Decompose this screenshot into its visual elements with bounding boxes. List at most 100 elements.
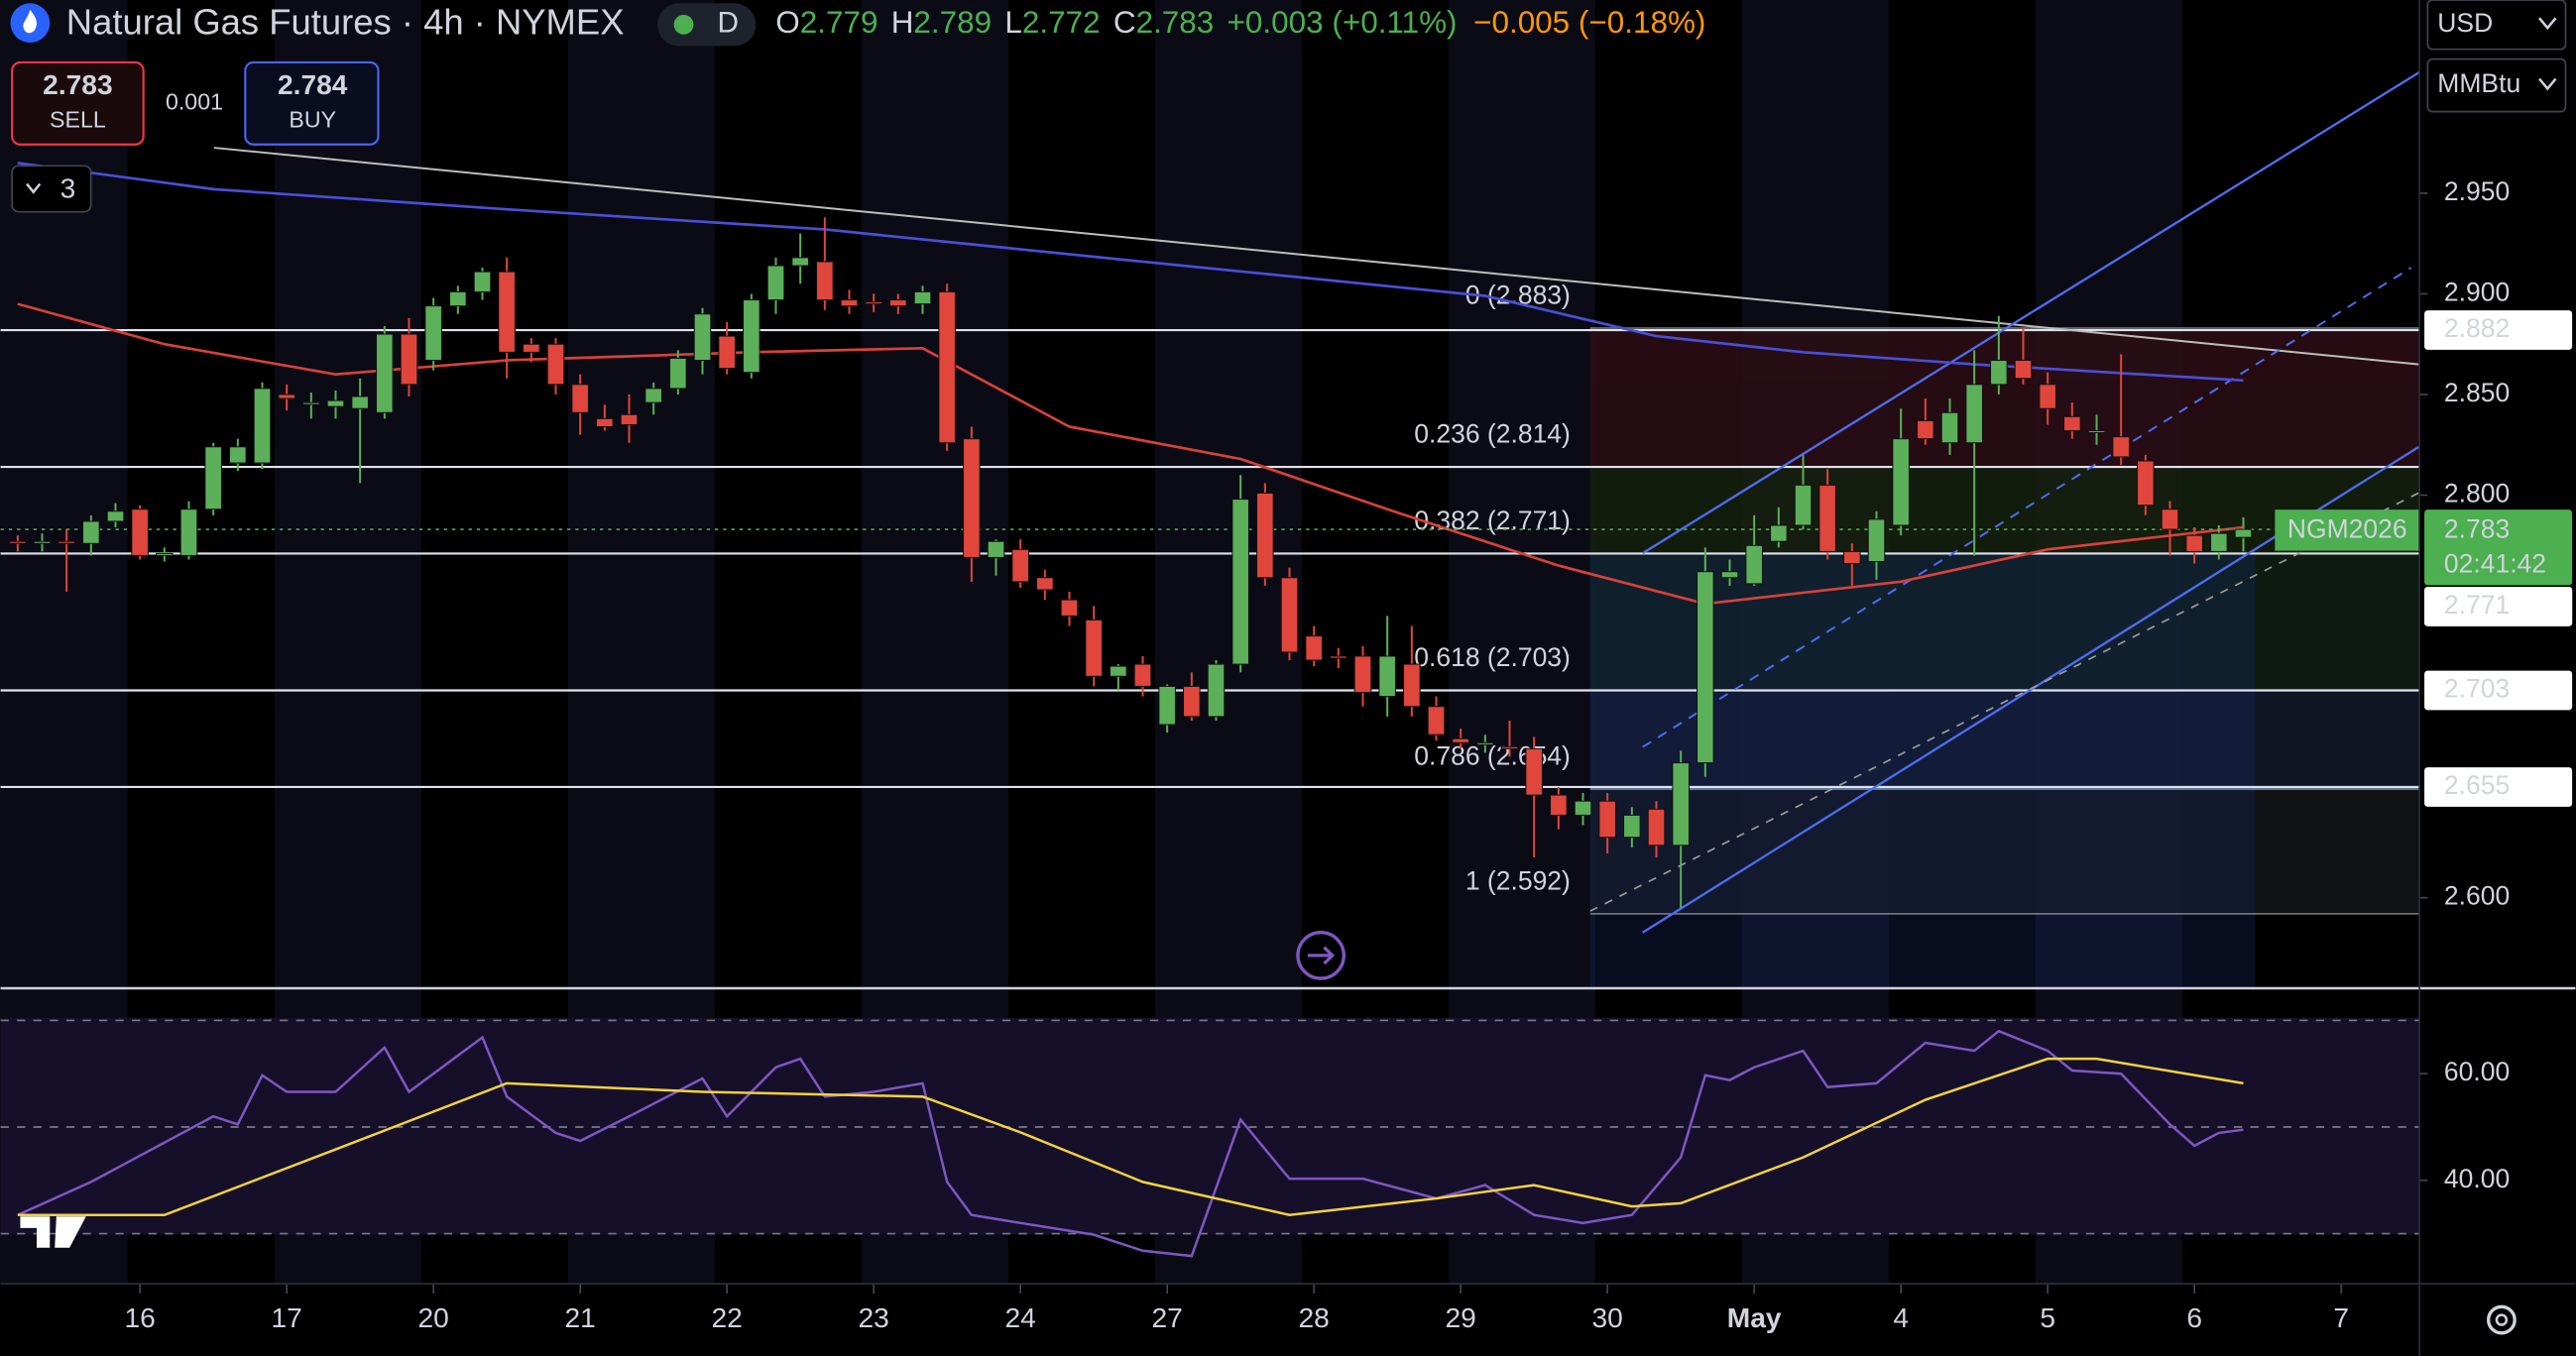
fib-label: 0.236 (2.814) xyxy=(1414,419,1571,449)
candle-body xyxy=(1525,747,1543,796)
y-tick-label: 2.900 xyxy=(2444,277,2510,306)
candle-body xyxy=(1917,419,1934,440)
rsi-line xyxy=(17,1029,2244,1258)
ohlc-value: 2.783 xyxy=(1136,5,1215,40)
y-tick-label: 2.800 xyxy=(2444,479,2510,508)
price-tag-countdown: 02:41:42 xyxy=(2444,548,2546,578)
candle-body xyxy=(1280,577,1299,653)
candle-body xyxy=(523,343,540,353)
x-tick-label: 23 xyxy=(859,1302,889,1333)
buy-button[interactable] xyxy=(244,60,380,146)
settings-icon[interactable] xyxy=(2487,1304,2517,1335)
candle-body xyxy=(1330,655,1347,659)
candle-body xyxy=(1623,814,1641,839)
x-tick-label: May xyxy=(1727,1302,1782,1333)
fib-label: 0.382 (2.771) xyxy=(1414,506,1571,535)
candle-body xyxy=(2087,430,2106,434)
flame-icon xyxy=(23,9,37,34)
level-price-label: 2.771 xyxy=(2444,590,2510,620)
x-tick-label: 29 xyxy=(1446,1302,1476,1333)
currency: USD xyxy=(2437,8,2493,38)
candle-body xyxy=(82,520,100,544)
chevron-icon xyxy=(2538,17,2557,31)
candle-body xyxy=(2014,359,2033,380)
candle-body xyxy=(2039,384,2056,409)
candle-body xyxy=(131,508,149,556)
candle-body xyxy=(1256,492,1274,579)
sell-button[interactable] xyxy=(11,60,145,146)
candle-body xyxy=(620,413,639,425)
candle-body xyxy=(963,438,981,558)
fib-zone xyxy=(1589,786,2420,913)
badge[interactable] xyxy=(657,3,757,47)
candle-body xyxy=(2210,532,2228,552)
ohlc-label: C xyxy=(1113,5,1136,40)
fib-zones xyxy=(1589,329,2420,989)
candle-body xyxy=(1476,741,1494,745)
candle-body xyxy=(1011,548,1029,583)
x-tick-label: 7 xyxy=(2333,1302,2349,1333)
candle-body xyxy=(424,305,442,361)
candle-body xyxy=(766,265,785,301)
x-tick-label: 6 xyxy=(2186,1302,2202,1333)
x-tick-label: 5 xyxy=(0,1302,1,1333)
fib-label: 1 (2.592) xyxy=(1465,865,1571,895)
x-tick-label: 30 xyxy=(1592,1302,1623,1333)
candle-body xyxy=(718,335,736,370)
status-dot xyxy=(673,14,694,35)
indicator-count: 3 xyxy=(60,173,76,204)
candle-body xyxy=(9,540,27,544)
candle-body xyxy=(1378,655,1396,698)
ohlc-label: H xyxy=(891,5,914,40)
y-tick-label: 2.850 xyxy=(2444,378,2510,407)
moving-average xyxy=(17,302,2244,606)
candle-body xyxy=(2185,534,2203,552)
candle-body xyxy=(400,333,418,386)
candle-body xyxy=(1745,544,1763,585)
change-2: −0.005 (−0.18%) xyxy=(1473,5,1705,40)
price-plot xyxy=(0,162,2420,908)
candle-body xyxy=(204,446,222,510)
level-price-label: 2.703 xyxy=(2444,673,2510,703)
candle-body xyxy=(1843,550,1861,565)
y-tick-label: 2.600 xyxy=(2444,881,2510,911)
candle-body xyxy=(669,357,687,390)
axes: 5 16 17 20 21 22 23 24 27 28 29 30 May 4 5 6 7 2.950 2.900… xyxy=(0,176,2573,1333)
logo xyxy=(20,1216,86,1248)
currency-button[interactable] xyxy=(2426,0,2567,51)
level-price-label: 2.882 xyxy=(2444,313,2510,343)
unit-button[interactable] xyxy=(2426,57,2567,113)
candle-body xyxy=(58,540,75,544)
candle-body xyxy=(816,261,834,301)
candle-body xyxy=(2137,460,2155,507)
unit: MMBtu xyxy=(2437,68,2520,98)
candle-body xyxy=(351,396,369,409)
fib-label: 0.618 (2.703) xyxy=(1414,642,1571,672)
candle-body xyxy=(791,257,809,267)
candle-body xyxy=(938,290,956,444)
candle-body xyxy=(1452,737,1469,743)
arrow-icon xyxy=(1307,946,1336,965)
candle-body xyxy=(546,343,565,386)
level-price-box xyxy=(2424,587,2573,626)
buy-price: 2.784 xyxy=(278,69,348,100)
price-tag-value: 2.783 xyxy=(2444,514,2510,544)
x-tick-label: 20 xyxy=(418,1302,449,1333)
indicator-toggle[interactable] xyxy=(11,165,92,213)
candle-body xyxy=(1427,706,1446,735)
candle-body xyxy=(1647,808,1666,847)
candle-body xyxy=(571,384,589,413)
candle-body xyxy=(449,290,467,307)
rsi-tick-label: 40.00 xyxy=(2444,1164,2510,1193)
candle-body xyxy=(1867,518,1886,563)
price-tag xyxy=(2424,509,2573,586)
x-tick-label: 4 xyxy=(1893,1302,1909,1333)
candle-body xyxy=(498,271,516,353)
x-tick-label: 24 xyxy=(1005,1302,1036,1333)
candle-body xyxy=(1133,663,1152,687)
candle-body xyxy=(2112,436,2130,458)
candle-body xyxy=(1990,359,2008,386)
candle-body xyxy=(1598,800,1616,839)
rsi-tick-label: 60.00 xyxy=(2444,1057,2510,1086)
candle-body xyxy=(376,333,394,413)
